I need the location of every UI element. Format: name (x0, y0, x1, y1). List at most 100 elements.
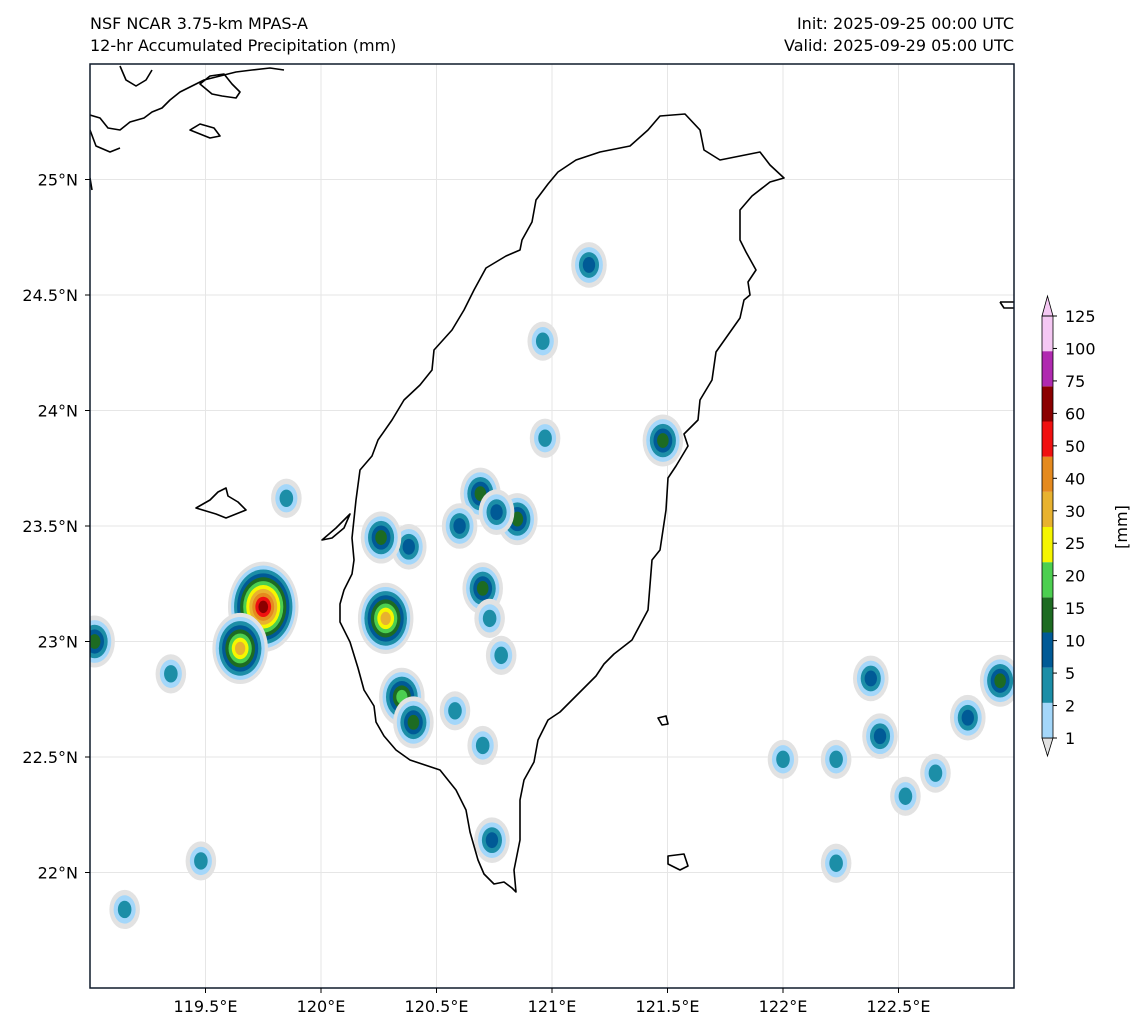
lon-tick-label: 120.5°E (405, 997, 469, 1016)
lon-tick-label: 122°E (759, 997, 808, 1016)
precipitation-field (90, 242, 1014, 930)
precip-cell (90, 615, 115, 668)
precip-contour (375, 530, 387, 545)
lat-tick-label: 24°N (38, 402, 78, 421)
green-island-coastline (657, 715, 669, 726)
precip-contour (494, 646, 508, 665)
precip-contour (90, 634, 101, 649)
precip-contour (407, 714, 420, 730)
china-coastline (90, 65, 285, 191)
precip-cell (212, 612, 268, 685)
precip-cell (820, 739, 852, 779)
colorbar-tick-label: 75 (1065, 372, 1085, 391)
colorbar-tick-label: 10 (1065, 632, 1085, 651)
model-title: NSF NCAR 3.75-km MPAS-A (90, 14, 308, 33)
precip-contour (402, 538, 415, 555)
precip-cell (109, 889, 140, 930)
colorbar-tick-label: 125 (1065, 307, 1096, 326)
lon-tick-label: 120°E (297, 997, 346, 1016)
taiwan-coastline (339, 113, 785, 893)
colorbar-tick-label: 25 (1065, 534, 1085, 553)
precip-contour (829, 750, 843, 769)
colorbar-tick-label: 20 (1065, 567, 1085, 586)
colorbar-tick-label: 5 (1065, 664, 1075, 683)
precip-contour (475, 736, 490, 755)
precip-cell (862, 713, 898, 760)
colorbar-tick-label: 30 (1065, 502, 1085, 521)
lat-tick-label: 23.5°N (22, 517, 78, 536)
precip-contour (535, 332, 550, 350)
colorbar-segment (1042, 386, 1053, 422)
precip-contour (117, 900, 132, 919)
precip-cell (360, 511, 402, 564)
lat-tick-label: 22.5°N (22, 748, 78, 767)
precip-contour (582, 257, 596, 273)
colorbar-tick-label: 100 (1065, 339, 1096, 358)
ryukyu-coastline (999, 301, 1014, 309)
field-title: 12-hr Accumulated Precipitation (mm) (90, 36, 397, 55)
precip-cell (357, 582, 414, 655)
precip-contour (258, 600, 269, 614)
precip-contour (898, 787, 913, 805)
colorbar-segment (1042, 351, 1053, 387)
colorbar-extend-low (1041, 737, 1054, 758)
precip-contour (961, 709, 974, 726)
precip-contour (873, 728, 887, 745)
orchid-island-coastline (667, 853, 689, 871)
axis-tick-labels: 119.5°E 120°E 120.5°E 121°E 121.5°E 122°E 122.… (22, 171, 930, 1017)
precip-contour (482, 609, 497, 628)
precip-cell (571, 242, 607, 288)
colorbar-segment (1042, 491, 1053, 527)
colorbar-tick-label: 40 (1065, 469, 1085, 488)
precip-cell (920, 753, 951, 793)
precip-contour (829, 854, 843, 872)
precip-cell (185, 841, 217, 881)
precip-contour (453, 518, 466, 534)
colorbar-segment (1042, 562, 1053, 598)
precip-cell (474, 817, 510, 863)
precip-contour (490, 504, 503, 521)
colorbar-segment (1042, 597, 1053, 633)
precip-cell (767, 739, 799, 779)
colorbar-segment (1042, 316, 1053, 352)
penghu-spit (321, 513, 351, 541)
precip-contour (776, 750, 790, 769)
precip-cell (271, 478, 302, 518)
colorbar-tick-label: 60 (1065, 404, 1085, 423)
precip-contour (928, 764, 943, 782)
precip-cell (529, 418, 561, 458)
lat-tick-label: 23°N (38, 633, 78, 652)
precip-cell (890, 776, 921, 816)
lon-tick-label: 121°E (528, 997, 577, 1016)
precip-contour (380, 611, 391, 626)
colorbar-segment (1042, 632, 1053, 668)
colorbar-extend-high (1041, 294, 1054, 317)
precip-cell (527, 321, 559, 361)
colorbar-tick-label: 15 (1065, 599, 1085, 618)
colorbar-tick-label: 50 (1065, 437, 1085, 456)
precip-contour (234, 641, 246, 656)
precip-cell (852, 655, 889, 702)
precip-contour (279, 489, 294, 507)
precip-contour (994, 673, 1006, 689)
colorbar-segment (1042, 527, 1053, 563)
precip-contour (511, 511, 524, 527)
colorbar-segment (1042, 667, 1053, 703)
colorbar-segment (1042, 421, 1053, 457)
precip-cell (979, 654, 1014, 707)
colorbar-tick-label: 1 (1065, 729, 1075, 748)
precip-cell (642, 414, 684, 467)
init-time: Init: 2025-09-25 00:00 UTC (796, 14, 1014, 33)
precip-contour (448, 702, 462, 720)
precip-cell (441, 503, 478, 549)
lon-tick-label: 119.5°E (174, 997, 238, 1016)
precip-contour (164, 665, 178, 683)
precip-contour (538, 429, 552, 447)
lat-tick-label: 25°N (38, 171, 78, 190)
precip-cell (474, 598, 505, 639)
precip-cell (478, 489, 515, 535)
valid-time: Valid: 2025-09-29 05:00 UTC (783, 36, 1014, 55)
precip-contour (194, 852, 208, 870)
gridlines (90, 64, 1014, 988)
